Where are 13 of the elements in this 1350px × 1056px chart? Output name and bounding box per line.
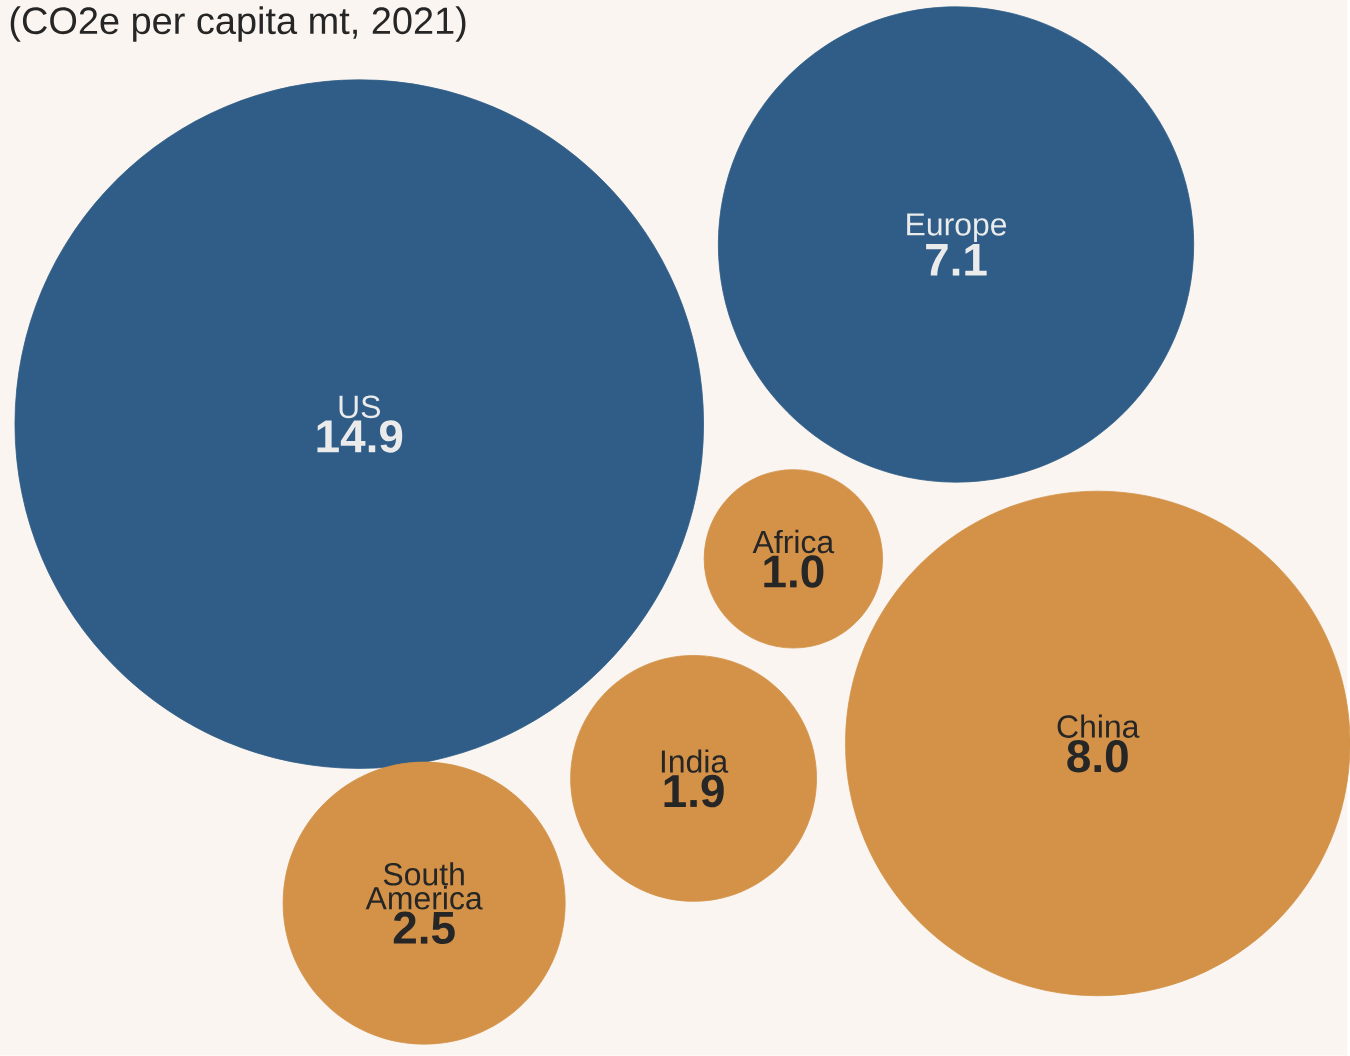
category-label: US (339, 395, 380, 419)
category-label: China (1057, 714, 1140, 739)
data-label: 1.9 (664, 774, 724, 808)
category-label: India (661, 749, 729, 773)
data-label: 7.1 (926, 244, 987, 276)
category-label: South America (365, 862, 483, 910)
category-label: Europe (907, 213, 1007, 243)
data-label: 1.0 (764, 555, 824, 588)
text: (CO2e per capita mt, 2021) (10, 6, 466, 42)
data-label: 2.5 (393, 911, 455, 945)
data-label: 14.9 (317, 420, 403, 453)
category-label: Africa (752, 529, 835, 554)
data-label: 8.0 (1067, 740, 1128, 773)
